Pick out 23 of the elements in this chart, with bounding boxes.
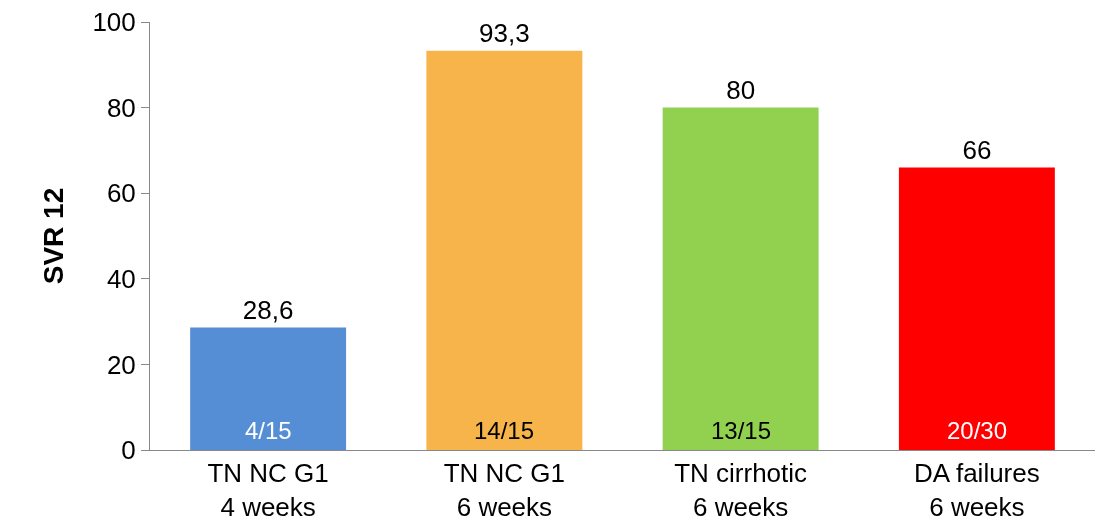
bar [662,107,819,450]
annotation: 20/30 [947,417,1008,444]
y-tick-label: 80 [106,92,136,123]
y-axis-title: SVR 12 [38,187,70,285]
x-tick-label: TN cirrhotic 6 weeks [674,458,808,522]
bar [190,327,347,450]
x-tick-label: TN NC G1 4 weeks [207,458,329,522]
y-tick-label: 100 [92,7,136,38]
data-label: 93,3 [479,17,530,48]
x-tick-label: TN NC G1 6 weeks [443,458,566,522]
data-label: 28,6 [242,294,294,325]
x-tick-label: DA failures 6 weeks [914,458,1040,522]
bar [426,50,583,450]
y-tick-label: 40 [106,263,136,294]
annotation: 14/15 [474,417,535,444]
bar [898,167,1055,450]
y-tick-label: 60 [106,178,136,209]
y-tick-label: 20 [106,349,136,380]
annotation: 13/15 [711,417,772,444]
data-label: 66 [962,134,992,165]
y-tick-label: 0 [121,435,136,466]
annotation: 4/15 [245,417,292,444]
data-label: 80 [726,74,756,105]
